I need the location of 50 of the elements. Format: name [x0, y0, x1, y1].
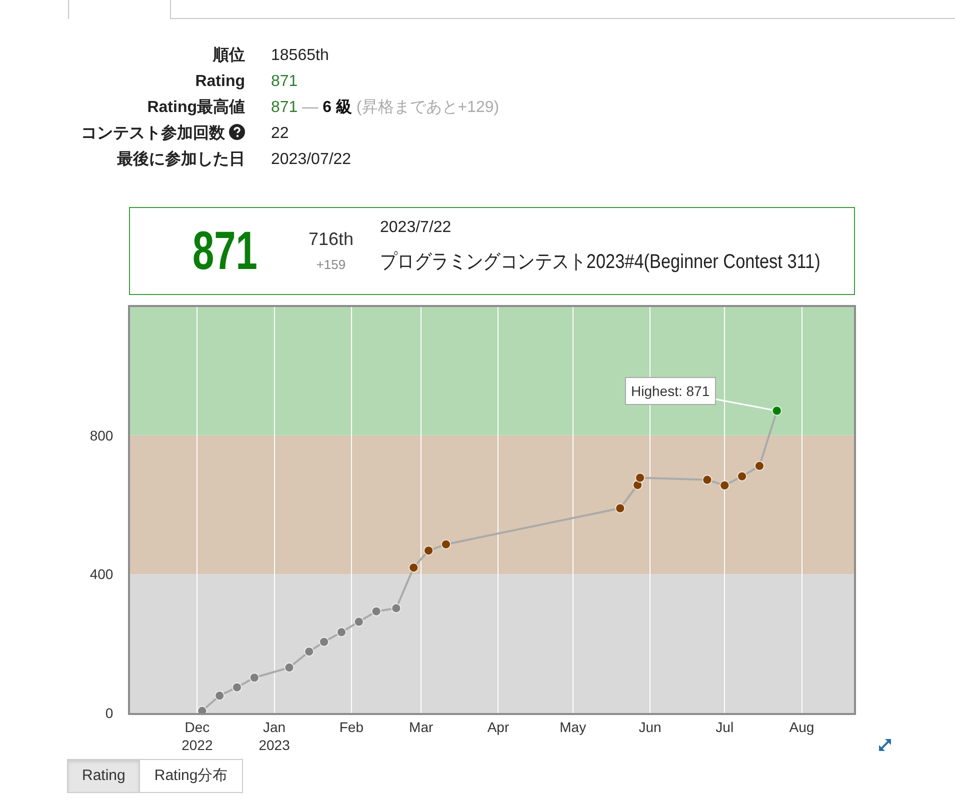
text: 871 [271, 73, 298, 90]
text: +159 [315, 257, 347, 272]
y-tick-label: 800 [90, 427, 114, 444]
point [772, 406, 782, 416]
point [737, 471, 748, 482]
point [371, 606, 382, 616]
x-tick-label: Dec 2022 [182, 718, 213, 753]
text: Rating最高値 [147, 99, 245, 116]
point [319, 636, 330, 647]
x-tick-label: May [560, 718, 586, 735]
x-tick-label: Feb [339, 718, 364, 735]
point [336, 627, 346, 638]
point [232, 682, 242, 692]
text: 2023/07/22 [271, 151, 352, 168]
point [354, 616, 364, 627]
text: Rating [67, 759, 140, 793]
y-tick-label: 400 [90, 566, 114, 582]
x-tick-label: Aug [789, 718, 814, 735]
point [304, 646, 314, 657]
point [391, 603, 402, 614]
text: 716th [307, 229, 355, 250]
x-tick-label: Apr [487, 718, 510, 735]
point [635, 472, 646, 483]
y-tick-label: 0 [105, 704, 114, 721]
text: 871 — 6 級 (昇格まであと+129) [271, 99, 500, 116]
text: 最後に参加した日 [117, 151, 245, 168]
point [754, 460, 764, 471]
text: 871 [192, 220, 258, 283]
point [284, 662, 294, 673]
point [720, 480, 730, 490]
text: Rating [195, 73, 245, 90]
text: 22 [271, 125, 289, 142]
x-tick-label: Jun [638, 718, 662, 735]
x-tick-label: Jan 2023 [258, 718, 290, 753]
point [440, 539, 451, 550]
text: 順位 [213, 47, 245, 64]
point [249, 672, 260, 683]
text: 18565th [271, 47, 329, 64]
x-tick-label: Mar [409, 718, 434, 735]
point [408, 562, 419, 573]
point [615, 503, 626, 514]
annotation: Highest: 871 [631, 383, 710, 399]
text: Rating分布 [140, 759, 243, 793]
point [214, 690, 225, 701]
text: プログラミングコンテスト2023#4(Beginner Contest 311) [380, 250, 820, 275]
x-tick-label: Jul [716, 718, 734, 735]
text: コンテスト参加回数 [81, 125, 225, 142]
text: 2023/7/22 [380, 219, 452, 237]
point [424, 546, 434, 556]
point [702, 474, 712, 485]
